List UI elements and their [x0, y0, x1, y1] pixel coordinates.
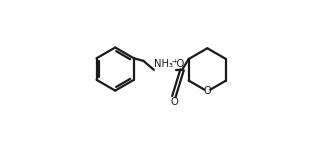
- Text: O: O: [203, 86, 211, 96]
- Text: O: O: [170, 97, 178, 107]
- Text: ·⁻O: ·⁻O: [169, 59, 185, 69]
- Text: NH₃⁺: NH₃⁺: [154, 59, 178, 69]
